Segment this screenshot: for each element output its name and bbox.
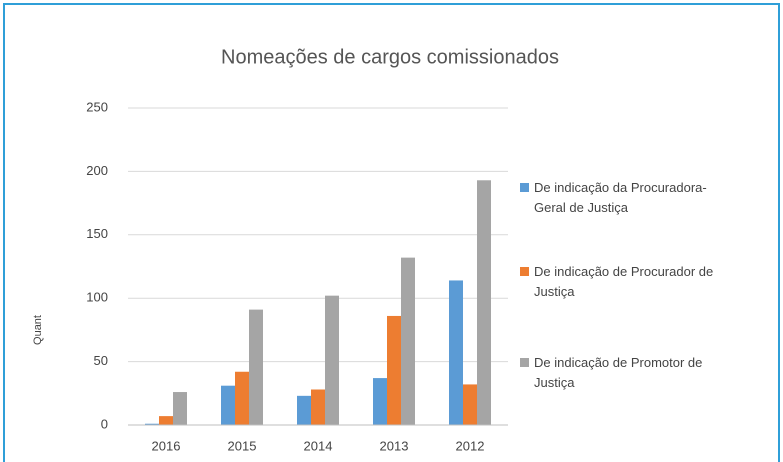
y-tick-label: 50 bbox=[94, 353, 108, 368]
bar bbox=[159, 416, 173, 425]
bar bbox=[387, 315, 401, 425]
bar bbox=[373, 378, 387, 425]
bar bbox=[311, 389, 325, 425]
legend-swatch bbox=[520, 358, 529, 367]
y-axis-label: Quant bbox=[32, 315, 44, 345]
legend-entry: De indicação da Procuradora-Geral de Jus… bbox=[520, 178, 734, 218]
y-tick-label: 200 bbox=[86, 163, 108, 178]
y-tick-label: 150 bbox=[86, 226, 108, 241]
bar bbox=[221, 385, 235, 425]
chart-title: Nomeações de cargos comissionados bbox=[221, 46, 559, 68]
bar bbox=[235, 371, 249, 425]
y-tick-label: 100 bbox=[86, 290, 108, 305]
x-tick-label: 2015 bbox=[228, 438, 257, 453]
bar bbox=[463, 384, 477, 425]
frame bbox=[3, 3, 780, 462]
bar bbox=[477, 180, 491, 425]
legend-label: De indicação da Procuradora-Geral de Jus… bbox=[534, 180, 707, 215]
legend-swatch bbox=[520, 267, 529, 276]
legend-label: De indicação de Procurador de Justiça bbox=[534, 264, 714, 299]
bar bbox=[297, 395, 311, 425]
x-tick-label: 2014 bbox=[304, 438, 333, 453]
legend-swatch bbox=[520, 183, 529, 192]
legend-entry: De indicação de Procurador de Justiça bbox=[520, 262, 734, 302]
bar bbox=[249, 309, 263, 425]
bar bbox=[325, 295, 339, 425]
bar bbox=[449, 280, 463, 425]
bar bbox=[145, 423, 159, 425]
x-tick-label: 2013 bbox=[380, 438, 409, 453]
x-tick-label: 2012 bbox=[456, 438, 485, 453]
x-tick-label: 2016 bbox=[152, 438, 181, 453]
y-tick-label: 0 bbox=[101, 416, 108, 431]
y-tick-label: 250 bbox=[86, 99, 108, 114]
legend-label: De indicação de Promotor de Justiça bbox=[534, 355, 703, 390]
legend-entry: De indicação de Promotor de Justiça bbox=[520, 353, 734, 393]
bar bbox=[173, 392, 187, 425]
bar bbox=[401, 257, 415, 425]
